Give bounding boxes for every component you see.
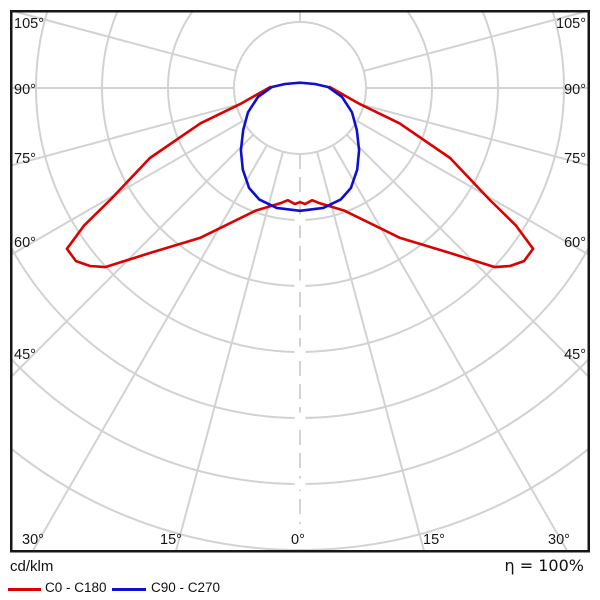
curve-c0-c180 [65, 85, 535, 269]
angle-label: 30° [548, 532, 570, 548]
grid-gap [294, 478, 306, 490]
angle-label: 15° [160, 532, 182, 548]
grid-radial-line [316, 151, 425, 551]
grid-ring [233, 21, 367, 155]
angle-label: 45° [564, 347, 586, 363]
grid-radial-line [332, 144, 568, 551]
angle-label: 30° [22, 532, 44, 548]
unit-label: cd/klm [10, 558, 54, 575]
grid-radial-line [363, 104, 589, 167]
grid-ring [101, 11, 499, 287]
chart-frame [10, 10, 590, 553]
angle-labels: 105° 90° 75° 60° 45° 30° 15° 0° 15° 30° 105° 90° 75°… [14, 16, 586, 548]
grid-radial-line [11, 104, 237, 167]
angle-label: 105° [556, 16, 586, 32]
legend-swatch-c90-c270 [112, 588, 146, 591]
curve-c90-c270 [239, 81, 361, 213]
curves [65, 81, 535, 269]
grid-gap [294, 346, 306, 358]
legend-swatch-c0-c180 [8, 588, 41, 591]
angle-label: 75° [14, 151, 36, 167]
angle-label: 75° [564, 151, 586, 167]
angle-label: 60° [14, 235, 36, 251]
angle-label: 90° [14, 82, 36, 98]
grid-radial-line [345, 133, 589, 377]
angle-label: 15° [423, 532, 445, 548]
grid-radial-line [356, 120, 589, 256]
angle-label: 105° [14, 16, 44, 32]
grid-radial-line [363, 11, 584, 72]
grid-gap [294, 412, 306, 424]
angle-label: 60° [564, 235, 586, 251]
efficiency-label: η = 100% [504, 556, 584, 575]
grid-gap [294, 214, 306, 226]
grid-gap [294, 280, 306, 292]
grid-radial-line [175, 151, 284, 551]
angle-label: 90° [564, 82, 586, 98]
grid-radial-line [11, 133, 255, 377]
grid-radial-line [11, 120, 244, 256]
angle-label: 45° [14, 347, 36, 363]
angle-label: 0° [291, 532, 305, 548]
grid-radial-line [16, 11, 237, 72]
legend-label-c0-c180: C0 - C180 [45, 580, 107, 595]
grid-radial-line [32, 144, 268, 551]
polar-chart: 105° 90° 75° 60° 45° 30° 15° 0° 15° 30° 105° 90° 75°… [10, 10, 590, 553]
legend-label-c90-c270: C90 - C270 [151, 580, 221, 595]
